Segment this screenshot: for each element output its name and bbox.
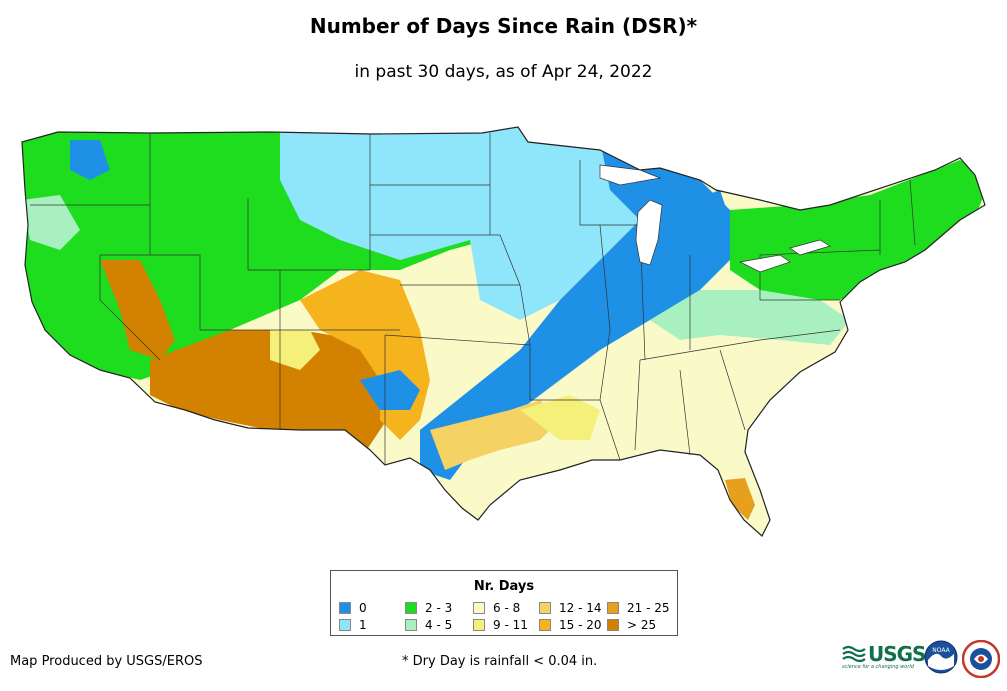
legend-item-2: 2 - 3 bbox=[405, 601, 452, 615]
legend-item-1: 1 bbox=[339, 618, 367, 632]
legend-item-3: 4 - 5 bbox=[405, 618, 452, 632]
legend-item-8: 21 - 25 bbox=[607, 601, 670, 615]
legend-swatch bbox=[405, 619, 417, 631]
noaa-logo-icon: NOAA bbox=[924, 640, 958, 674]
legend-label: 4 - 5 bbox=[425, 618, 453, 632]
map-subtitle: in past 30 days, as of Apr 24, 2022 bbox=[354, 62, 653, 82]
dry-day-footnote: * Dry Day is rainfall < 0.04 in. bbox=[402, 654, 598, 669]
legend-label: 9 - 11 bbox=[493, 618, 528, 632]
usgs-logo: USGS science for a changing world bbox=[842, 642, 926, 670]
nws-logo-icon bbox=[962, 640, 1000, 678]
legend-swatch bbox=[405, 602, 417, 614]
legend-title: Nr. Days bbox=[473, 579, 535, 594]
legend: Nr. Days 0 1 2 - 3 4 - 5 6 - 8 9 - 11 12… bbox=[330, 570, 678, 636]
legend-label: 21 - 25 bbox=[627, 601, 670, 615]
legend-swatch bbox=[473, 602, 485, 614]
legend-label: 2 - 3 bbox=[425, 601, 453, 615]
legend-item-6: 12 - 14 bbox=[539, 601, 602, 615]
legend-label: 0 bbox=[359, 601, 367, 615]
legend-swatch bbox=[539, 619, 551, 631]
legend-label: 12 - 14 bbox=[559, 601, 602, 615]
legend-label: > 25 bbox=[627, 618, 657, 632]
legend-item-4: 6 - 8 bbox=[473, 601, 520, 615]
legend-item-7: 15 - 20 bbox=[539, 618, 602, 632]
legend-label: 15 - 20 bbox=[559, 618, 602, 632]
legend-swatch bbox=[339, 602, 351, 614]
legend-swatch bbox=[607, 602, 619, 614]
legend-swatch bbox=[539, 602, 551, 614]
map-title: Number of Days Since Rain (DSR)* bbox=[309, 14, 698, 38]
legend-item-0: 0 bbox=[339, 601, 367, 615]
producer-credit: Map Produced by USGS/EROS bbox=[10, 654, 203, 669]
usgs-tagline: science for a changing world bbox=[842, 664, 914, 670]
legend-item-5: 9 - 11 bbox=[473, 618, 528, 632]
usgs-waves-icon bbox=[842, 645, 866, 663]
legend-label: 1 bbox=[359, 618, 367, 632]
legend-swatch bbox=[607, 619, 619, 631]
legend-swatch bbox=[339, 619, 351, 631]
legend-swatch bbox=[473, 619, 485, 631]
usgs-wordmark: USGS bbox=[868, 642, 926, 666]
noaa-logo-text: NOAA bbox=[932, 647, 950, 654]
legend-label: 6 - 8 bbox=[493, 601, 521, 615]
legend-item-9: > 25 bbox=[607, 618, 656, 632]
